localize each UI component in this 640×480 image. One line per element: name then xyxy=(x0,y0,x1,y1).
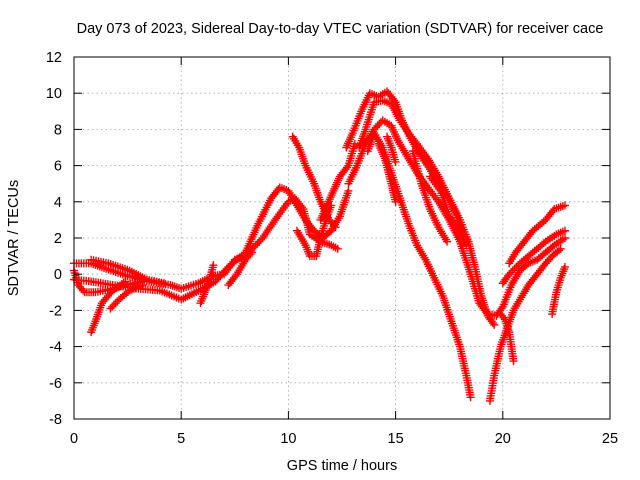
series-track-19 xyxy=(425,172,471,250)
series-track-8 xyxy=(224,248,256,290)
series-track-2 xyxy=(70,183,353,304)
data-point-marker xyxy=(560,262,569,271)
series-track-21 xyxy=(496,310,518,366)
data-point-marker xyxy=(111,299,120,308)
data-point-marker xyxy=(512,262,521,271)
series-track-5 xyxy=(87,255,169,288)
chart-title: Day 073 of 2023, Sidereal Day-to-day VTE… xyxy=(77,21,604,37)
data-point-marker xyxy=(350,139,359,148)
data-point-marker xyxy=(462,241,471,250)
data-point-marker xyxy=(560,201,569,210)
data-point-marker xyxy=(509,357,518,366)
data-point-marker xyxy=(497,304,506,313)
data-point-marker xyxy=(138,281,147,290)
data-point-marker xyxy=(109,300,118,309)
x-tick-label: 25 xyxy=(602,431,618,447)
data-point-marker xyxy=(247,248,256,257)
data-point-marker xyxy=(121,277,130,286)
x-tick-label: 0 xyxy=(70,431,78,447)
data-point-marker xyxy=(556,244,565,253)
data-point-marker xyxy=(222,264,231,273)
data-point-marker xyxy=(443,237,452,246)
data-point-marker xyxy=(375,119,384,128)
series-track-20 xyxy=(485,244,565,405)
series-track-22 xyxy=(498,226,569,288)
x-tick-label: 5 xyxy=(177,431,185,447)
data-point-marker xyxy=(251,241,260,250)
data-point-marker xyxy=(79,286,88,295)
series-track-6 xyxy=(106,281,147,313)
y-tick-label: 8 xyxy=(54,122,62,138)
data-point-marker xyxy=(507,268,516,277)
y-tick-label: 6 xyxy=(54,159,62,175)
data-point-marker xyxy=(253,239,262,248)
x-axis-label: GPS time / hours xyxy=(287,458,397,474)
series-track-23 xyxy=(505,201,569,268)
y-tick-label: -2 xyxy=(49,303,62,319)
series-track-11 xyxy=(316,139,359,224)
x-tick-label: 10 xyxy=(280,431,296,447)
data-point-marker xyxy=(108,302,117,311)
data-point-marker xyxy=(331,223,340,232)
y-tick-label: 4 xyxy=(54,195,62,211)
data-point-marker xyxy=(106,304,115,313)
data-point-marker xyxy=(329,221,338,230)
series-track-14 xyxy=(355,96,499,329)
data-point-marker xyxy=(391,197,400,206)
y-tick-label: -4 xyxy=(49,340,62,356)
y-tick-label: 10 xyxy=(46,86,62,102)
x-axis-ticks: 0 5 10 15 20 25 xyxy=(70,57,618,447)
series-track-18 xyxy=(408,147,452,246)
data-point-marker xyxy=(343,163,352,172)
y-tick-label: -6 xyxy=(49,376,62,392)
y-tick-label: 0 xyxy=(54,267,62,283)
data-point-marker xyxy=(554,246,563,255)
data-point-marker xyxy=(488,319,497,328)
data-point-marker xyxy=(373,121,382,130)
data-point-marker xyxy=(160,279,169,288)
x-tick-label: 15 xyxy=(388,431,404,447)
series-track-7 xyxy=(196,261,218,308)
y-tick-label: 12 xyxy=(46,50,62,66)
x-tick-label: 20 xyxy=(495,431,511,447)
series-track-16 xyxy=(374,139,400,206)
data-point-marker xyxy=(250,243,259,252)
data-point-marker xyxy=(119,278,128,287)
y-tick-label: 2 xyxy=(54,231,62,247)
y-axis-label: SDTVAR / TECUs xyxy=(6,180,22,296)
data-point-marker xyxy=(391,157,400,166)
data-point-marker xyxy=(505,270,514,279)
data-point-marker xyxy=(246,250,255,259)
series-track-24 xyxy=(548,262,569,319)
data-point-marker xyxy=(560,234,569,242)
data-point-marker xyxy=(466,393,475,402)
data-point-marker xyxy=(560,226,569,235)
data-point-marker xyxy=(508,266,517,275)
y-axis-ticks: -8 -6 -4 -2 0 2 4 6 8 10 12 xyxy=(46,50,610,428)
series-track-9 xyxy=(288,132,340,232)
y-tick-label: -8 xyxy=(49,412,62,428)
data-point-marker xyxy=(371,123,380,132)
data-point-marker xyxy=(209,261,218,270)
data-points xyxy=(70,87,569,405)
data-point-marker xyxy=(510,264,519,273)
data-point-marker xyxy=(490,320,499,329)
series-track-17 xyxy=(383,132,400,166)
data-point-marker xyxy=(255,237,264,246)
data-point-marker xyxy=(344,186,353,195)
series-track-4 xyxy=(87,277,130,337)
data-point-marker xyxy=(333,244,342,253)
